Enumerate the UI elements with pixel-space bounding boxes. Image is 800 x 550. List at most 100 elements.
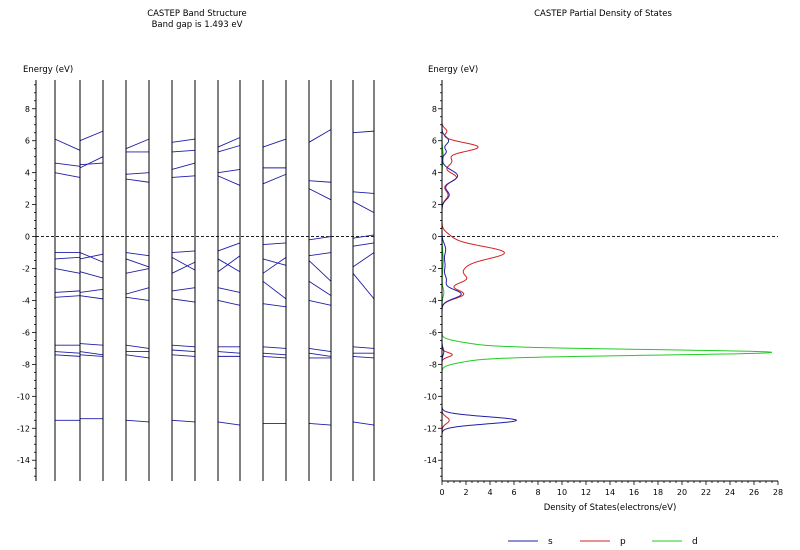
band-structure-tick-label: 6 — [25, 137, 30, 146]
pdos-x-tick-label: 28 — [773, 488, 783, 497]
band-line — [352, 346, 375, 349]
band-line — [125, 354, 150, 359]
band-structure-subtitle: Band gap is 1.493 eV — [152, 20, 243, 30]
band-line — [217, 242, 241, 252]
band-line — [352, 201, 375, 213]
band-line — [217, 175, 241, 186]
pdos-y-tick-label: 6 — [432, 137, 437, 146]
pdos-x-tick-label: 12 — [581, 488, 591, 497]
pdos-x-tick-label: 14 — [605, 488, 615, 497]
pdos-title: CASTEP Partial Density of States — [534, 9, 672, 19]
band-line — [217, 300, 241, 306]
band-structure-ylabel: Energy (eV) — [23, 65, 73, 75]
band-line — [79, 130, 104, 142]
pdos-y-tick-label: -12 — [424, 424, 437, 433]
band-line — [171, 162, 196, 170]
pdos-y-tick-label: 2 — [432, 201, 437, 210]
pdos-x-tick-label: 20 — [677, 488, 687, 497]
band-structure-tick-label: 8 — [25, 105, 30, 114]
band-line — [54, 268, 81, 274]
band-line — [262, 242, 287, 246]
pdos-y-tick-label: -4 — [429, 296, 437, 305]
band-line — [308, 352, 332, 357]
pdos-y-tick-label: 0 — [432, 233, 437, 242]
band-line — [217, 255, 241, 273]
band-line — [54, 351, 81, 354]
band-line — [54, 295, 81, 298]
band-line — [352, 242, 375, 247]
band-line — [79, 343, 104, 346]
pdos-x-tick-label: 16 — [629, 488, 639, 497]
band-structure-tick-label: -8 — [22, 360, 30, 369]
band-structure-title: CASTEP Band Structure — [147, 9, 247, 19]
band-line — [262, 256, 287, 274]
pdos-x-tick-label: 2 — [463, 488, 468, 497]
pdos-plot — [441, 118, 778, 443]
band-line — [352, 273, 375, 300]
pdos-y-tick-label: -14 — [424, 456, 437, 465]
band-line — [308, 347, 332, 353]
pdos-xlabel: Density of States(electrons/eV) — [544, 503, 677, 513]
band-line — [54, 256, 81, 260]
band-line — [79, 271, 104, 279]
band-line — [352, 252, 375, 268]
band-line — [79, 162, 104, 166]
band-line — [217, 145, 241, 153]
pdos-x-axis: 0 2 4 6 8 10 12 14 16 18 20 22 24 26 28 — [439, 480, 783, 497]
legend-label-s: s — [548, 537, 553, 547]
band-line — [171, 349, 196, 353]
pdos-y-axis: 8 6 4 2 0 -2 -4 -6 -8 -10 -12 -14 — [424, 80, 443, 481]
band-structure-plot — [36, 80, 375, 481]
band-line — [54, 162, 81, 167]
band-line — [217, 137, 241, 148]
band-line — [352, 130, 375, 134]
band-line — [308, 280, 332, 297]
band-line — [79, 351, 104, 356]
legend-label-d: d — [692, 537, 698, 547]
pdos-x-tick-label: 0 — [439, 488, 444, 497]
pdos-y-tick-label: 8 — [432, 105, 437, 114]
band-line — [125, 287, 150, 295]
band-line — [217, 258, 241, 273]
band-line — [125, 296, 150, 301]
pdos-x-tick-label: 8 — [535, 488, 540, 497]
band-line — [171, 250, 196, 253]
band-line — [79, 288, 104, 293]
pdos-series-p — [441, 118, 505, 443]
pdos-x-tick-label: 6 — [511, 488, 516, 497]
pdos-x-tick-label: 24 — [725, 488, 735, 497]
band-line — [79, 295, 104, 300]
band-structure-tick-label: -10 — [17, 392, 30, 401]
band-line — [262, 303, 287, 308]
band-line — [352, 234, 375, 239]
band-structure-tick-label: 4 — [25, 169, 30, 178]
band-line — [262, 173, 287, 185]
band-line — [171, 138, 196, 143]
band-line — [352, 355, 375, 359]
band-line — [54, 290, 81, 293]
band-line — [262, 280, 287, 300]
band-line — [308, 180, 332, 183]
pdos-x-tick-label: 10 — [557, 488, 567, 497]
band-line — [125, 344, 150, 349]
band-line — [171, 256, 196, 271]
pdos-y-tick-label: 4 — [432, 169, 437, 178]
band-line — [79, 252, 104, 263]
band-line — [217, 169, 241, 174]
band-structure-tick-label: 2 — [25, 201, 30, 210]
band-line — [54, 138, 81, 151]
band-line — [308, 423, 332, 426]
band-line — [262, 352, 287, 356]
band-line — [125, 172, 150, 175]
band-line — [79, 156, 104, 169]
pdos-y-tick-label: -10 — [424, 392, 437, 401]
pdos-x-tick-label: 4 — [487, 488, 492, 497]
band-structure-tick-label: -6 — [22, 328, 30, 337]
band-line — [262, 346, 287, 349]
band-line — [171, 344, 196, 348]
band-line — [125, 268, 150, 274]
band-line — [171, 261, 196, 274]
